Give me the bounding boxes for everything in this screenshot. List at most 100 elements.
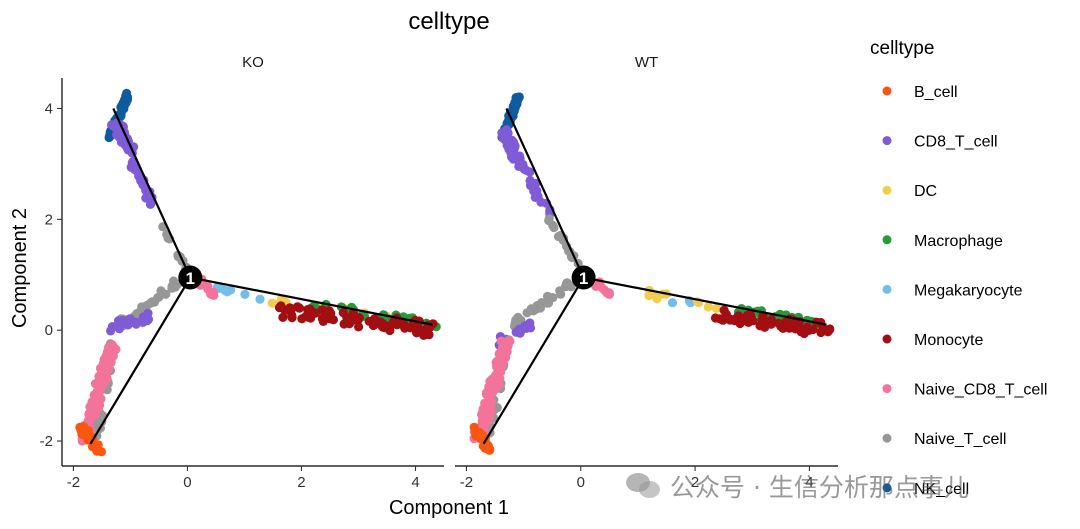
cell-point-naive-cd8-t-cell	[483, 406, 493, 417]
legend-swatch	[882, 136, 892, 146]
cell-point-monocyte	[787, 317, 797, 327]
cell-point-b-cell	[482, 442, 492, 452]
cell-point-monocyte	[412, 328, 422, 338]
legend-label: CD8_T_cell	[914, 134, 998, 151]
cell-point-megakaryocyte	[667, 298, 678, 308]
x-tick-label: 2	[691, 474, 699, 491]
cell-point-monocyte	[319, 306, 329, 316]
branch-point-label: 1	[579, 269, 588, 288]
cell-point-cd8-t-cell	[113, 316, 124, 326]
cell-point-monocyte	[338, 308, 348, 318]
cell-point-monocyte	[305, 304, 315, 314]
cell-point-dc	[267, 298, 277, 308]
cell-point-monocyte	[318, 316, 328, 326]
legend-swatch	[882, 433, 892, 443]
cell-point-monocyte	[348, 308, 358, 318]
x-axis-label: Component 1	[389, 497, 509, 519]
cell-point-monocyte	[710, 313, 721, 323]
legend-label: Naive_CD8_T_cell	[914, 382, 1047, 399]
cell-point-cd8-t-cell	[526, 181, 536, 191]
cell-point-naive-t-cell	[561, 278, 572, 289]
cell-point-naive-t-cell	[526, 304, 536, 314]
cell-point-cd8-t-cell	[509, 152, 520, 162]
cell-point-nk-cell	[117, 104, 128, 114]
cell-point-monocyte	[766, 315, 777, 325]
legend-item: Macrophage	[882, 233, 1003, 250]
trajectory-branch	[505, 108, 585, 278]
cell-point-nk-cell	[510, 99, 520, 109]
legend-item: Monocyte	[882, 332, 983, 349]
x-tick-label: -2	[460, 474, 473, 491]
branch-point	[571, 265, 596, 290]
watermark-text: 公众号 · 生信分析那点事儿	[670, 473, 969, 502]
legend-item: B_cell	[882, 84, 958, 101]
cell-point-cd8-t-cell	[107, 322, 117, 332]
cell-point-monocyte	[400, 323, 410, 333]
cell-point-naive-cd8-t-cell	[87, 397, 97, 407]
cell-point-monocyte	[721, 309, 731, 319]
cell-point-dc	[711, 303, 722, 313]
legend-item: CD8_T_cell	[882, 134, 998, 151]
cell-point-monocyte	[778, 323, 788, 333]
panel-ko: KO -2 0 2 4 -2 0 2 4 1	[40, 54, 444, 491]
cell-point-megakaryocyte	[255, 294, 265, 304]
cell-point-cd8-t-cell	[131, 319, 141, 329]
cell-point-dc	[652, 294, 662, 304]
cell-point-naive-cd8-t-cell	[98, 358, 108, 368]
cell-point-cd8-t-cell	[111, 119, 121, 129]
cell-point-monocyte	[825, 324, 835, 334]
legend-item: Naive_T_cell	[882, 431, 1006, 448]
cell-point-naive-cd8-t-cell	[493, 377, 503, 387]
chart-title: celltype	[408, 8, 489, 35]
cell-point-monocyte	[392, 320, 402, 330]
cell-point-monocyte	[287, 313, 297, 323]
trajectory-branch	[482, 276, 585, 445]
trajectory-branch	[190, 276, 433, 326]
facet-label: KO	[242, 54, 264, 71]
cell-point-megakaryocyte	[220, 285, 230, 296]
legend-swatch	[882, 384, 892, 394]
cell-point-monocyte	[759, 315, 769, 325]
cell-point-monocyte	[816, 327, 826, 338]
facet-panels: KO -2 0 2 4 -2 0 2 4 1 WT -2 0 2 4 1	[40, 54, 838, 491]
cell-point-naive-cd8-t-cell	[604, 288, 614, 298]
legend-swatch	[882, 483, 892, 493]
cell-point-monocyte	[306, 313, 316, 323]
x-tick-label: 4	[805, 474, 813, 491]
cell-point-naive-t-cell	[544, 215, 554, 226]
cell-point-naive-cd8-t-cell	[486, 398, 496, 408]
cell-point-b-cell	[83, 426, 94, 436]
cell-point-cd8-t-cell	[141, 185, 151, 195]
cell-point-monocyte	[737, 316, 747, 326]
y-tick-label: 0	[45, 322, 53, 339]
cell-point-naive-cd8-t-cell	[101, 374, 111, 384]
panel-wt: WT -2 0 2 4 1	[455, 54, 838, 491]
legend-swatch	[882, 334, 892, 344]
cell-point-naive-t-cell	[169, 276, 179, 286]
branch-point-label: 1	[186, 269, 195, 288]
legend-label: NK_cell	[914, 481, 969, 498]
legend-item: NK_cell	[882, 481, 969, 498]
cell-point-monocyte	[747, 314, 757, 324]
cell-point-naive-cd8-t-cell	[498, 357, 508, 368]
y-tick-label: 2	[45, 211, 53, 228]
legend-label: Monocyte	[914, 332, 983, 349]
legend-label: Megakaryocyte	[914, 282, 1023, 299]
cell-point-naive-cd8-t-cell	[499, 339, 509, 349]
cell-point-cd8-t-cell	[525, 167, 535, 177]
legend-item: Megakaryocyte	[882, 282, 1023, 299]
legend-item: Naive_CD8_T_cell	[882, 382, 1047, 399]
cell-point-naive-cd8-t-cell	[484, 385, 494, 395]
cell-point-cd8-t-cell	[515, 160, 526, 170]
cell-point-monocyte	[798, 327, 808, 337]
legend-label: Naive_T_cell	[914, 431, 1006, 448]
cell-point-monocyte	[808, 324, 818, 335]
cell-point-cd8-t-cell	[520, 321, 530, 331]
trajectory-branch	[112, 108, 192, 278]
cell-point-monocyte	[419, 330, 429, 340]
cell-point-naive-cd8-t-cell	[478, 415, 488, 425]
watermark: 公众号 · 生信分析那点事儿	[626, 466, 1066, 506]
branch-point	[178, 265, 203, 290]
cell-point-dc	[703, 302, 713, 312]
